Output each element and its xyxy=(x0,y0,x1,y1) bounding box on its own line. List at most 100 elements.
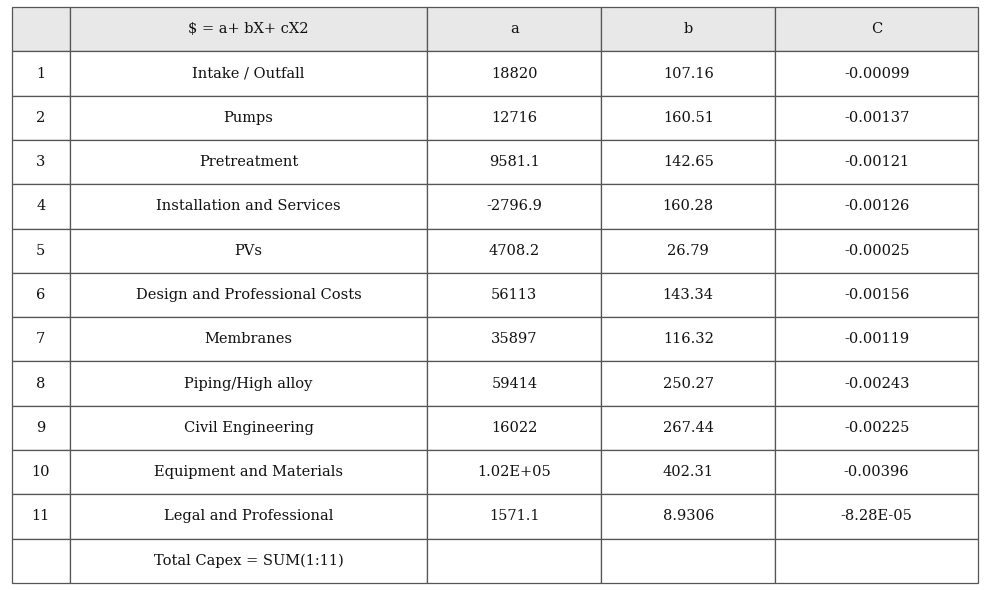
Text: Design and Professional Costs: Design and Professional Costs xyxy=(136,288,361,302)
Bar xyxy=(775,317,978,362)
Bar xyxy=(428,362,601,406)
Text: 116.32: 116.32 xyxy=(663,332,714,346)
Text: -2796.9: -2796.9 xyxy=(486,199,543,214)
Bar xyxy=(428,96,601,140)
Bar xyxy=(70,406,428,450)
Bar xyxy=(428,228,601,273)
Bar xyxy=(428,450,601,494)
Bar xyxy=(775,140,978,184)
Text: 8.9306: 8.9306 xyxy=(662,510,714,523)
Text: -0.00156: -0.00156 xyxy=(844,288,910,302)
Text: 4: 4 xyxy=(37,199,46,214)
Bar xyxy=(12,450,70,494)
Text: 4708.2: 4708.2 xyxy=(489,244,540,258)
Bar xyxy=(601,450,775,494)
Text: Equipment and Materials: Equipment and Materials xyxy=(154,465,344,479)
Text: 250.27: 250.27 xyxy=(662,376,714,391)
Text: 1: 1 xyxy=(37,67,46,80)
Bar xyxy=(775,51,978,96)
Bar xyxy=(12,228,70,273)
Text: 10: 10 xyxy=(32,465,50,479)
Bar xyxy=(12,539,70,583)
Bar xyxy=(428,7,601,51)
Text: 8: 8 xyxy=(37,376,46,391)
Bar xyxy=(775,494,978,539)
Text: 160.51: 160.51 xyxy=(663,111,714,125)
Bar xyxy=(601,273,775,317)
Bar xyxy=(601,96,775,140)
Text: -0.00121: -0.00121 xyxy=(844,155,909,169)
Text: -0.00099: -0.00099 xyxy=(843,67,910,80)
Bar xyxy=(775,7,978,51)
Bar xyxy=(601,406,775,450)
Text: 5: 5 xyxy=(37,244,46,258)
Bar xyxy=(12,140,70,184)
Text: 402.31: 402.31 xyxy=(662,465,714,479)
Text: 3: 3 xyxy=(37,155,46,169)
Bar xyxy=(775,228,978,273)
Bar xyxy=(70,450,428,494)
Text: 56113: 56113 xyxy=(491,288,538,302)
Bar xyxy=(428,273,601,317)
Text: 6: 6 xyxy=(37,288,46,302)
Bar xyxy=(70,140,428,184)
Text: 11: 11 xyxy=(32,510,50,523)
Text: 7: 7 xyxy=(37,332,46,346)
Bar xyxy=(70,184,428,228)
Text: 1571.1: 1571.1 xyxy=(489,510,540,523)
Text: -0.00126: -0.00126 xyxy=(844,199,910,214)
Bar xyxy=(428,406,601,450)
Bar xyxy=(70,96,428,140)
Bar xyxy=(775,362,978,406)
Text: 59414: 59414 xyxy=(491,376,538,391)
Text: 160.28: 160.28 xyxy=(662,199,714,214)
Text: -0.00396: -0.00396 xyxy=(843,465,910,479)
Bar xyxy=(70,494,428,539)
Bar xyxy=(601,140,775,184)
Text: 267.44: 267.44 xyxy=(662,421,714,435)
Bar xyxy=(70,362,428,406)
Text: 16022: 16022 xyxy=(491,421,538,435)
Text: Pretreatment: Pretreatment xyxy=(199,155,298,169)
Bar xyxy=(601,539,775,583)
Text: 18820: 18820 xyxy=(491,67,538,80)
Bar xyxy=(775,450,978,494)
Bar xyxy=(428,140,601,184)
Bar xyxy=(428,539,601,583)
Bar xyxy=(12,273,70,317)
Text: 143.34: 143.34 xyxy=(662,288,714,302)
Text: Total Capex = SUM(1:11): Total Capex = SUM(1:11) xyxy=(153,553,344,568)
Text: Piping/High alloy: Piping/High alloy xyxy=(184,376,313,391)
Text: Civil Engineering: Civil Engineering xyxy=(184,421,314,435)
Text: -0.00137: -0.00137 xyxy=(844,111,910,125)
Bar xyxy=(12,362,70,406)
Bar xyxy=(601,494,775,539)
Text: 142.65: 142.65 xyxy=(663,155,714,169)
Bar xyxy=(70,228,428,273)
Text: 9: 9 xyxy=(37,421,46,435)
Bar xyxy=(428,317,601,362)
Text: -8.28E-05: -8.28E-05 xyxy=(841,510,913,523)
Bar xyxy=(601,228,775,273)
Text: 1.02E+05: 1.02E+05 xyxy=(477,465,551,479)
Bar xyxy=(12,7,70,51)
Text: Membranes: Membranes xyxy=(205,332,293,346)
Bar xyxy=(601,362,775,406)
Text: -0.00243: -0.00243 xyxy=(843,376,910,391)
Bar xyxy=(775,273,978,317)
Bar xyxy=(70,7,428,51)
Text: 2: 2 xyxy=(37,111,46,125)
Text: Legal and Professional: Legal and Professional xyxy=(164,510,334,523)
Bar xyxy=(12,184,70,228)
Text: 107.16: 107.16 xyxy=(663,67,714,80)
Text: $ = a+ bX+ cX2: $ = a+ bX+ cX2 xyxy=(188,22,309,36)
Text: Pumps: Pumps xyxy=(224,111,273,125)
Bar xyxy=(601,317,775,362)
Text: -0.00225: -0.00225 xyxy=(844,421,910,435)
Text: C: C xyxy=(871,22,882,36)
Bar xyxy=(12,494,70,539)
Bar xyxy=(775,406,978,450)
Bar xyxy=(428,494,601,539)
Bar xyxy=(601,184,775,228)
Text: PVs: PVs xyxy=(235,244,262,258)
